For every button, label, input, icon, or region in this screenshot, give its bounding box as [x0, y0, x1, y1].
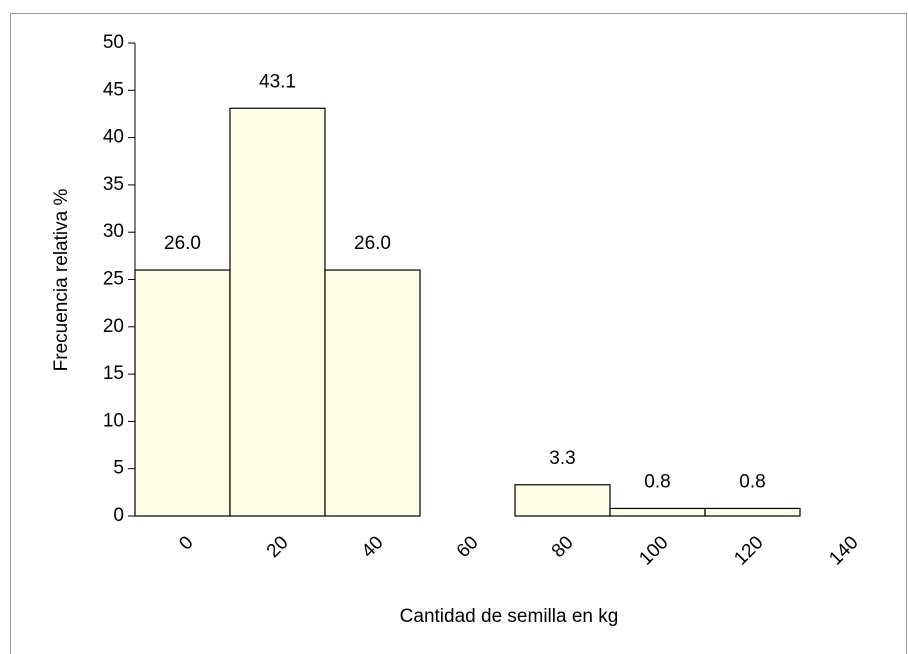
bar	[704, 507, 801, 517]
y-tick-label: 30	[103, 221, 124, 242]
y-axis-title: Frecuencia relativa %	[51, 189, 72, 372]
y-tick-label: 0	[113, 505, 124, 526]
data-label: 3.3	[549, 448, 575, 469]
data-label: 0.8	[739, 471, 765, 492]
x-tick-label: 100	[635, 532, 672, 569]
y-tick-label: 45	[103, 79, 124, 100]
bar	[609, 507, 706, 517]
bar	[134, 269, 231, 517]
chart-frame	[10, 13, 907, 654]
x-tick-label: 40	[358, 532, 388, 562]
y-tick-label: 50	[103, 32, 124, 53]
data-label: 26.0	[164, 233, 201, 254]
x-axis-title: Cantidad de semilla en kg	[400, 606, 619, 627]
y-tick-label: 25	[103, 269, 124, 290]
data-label: 0.8	[644, 471, 670, 492]
bar	[229, 107, 326, 517]
x-tick-label: 60	[453, 532, 483, 562]
x-tick-label: 20	[263, 532, 293, 562]
x-tick-label: 80	[548, 532, 578, 562]
x-tick-label: 140	[825, 532, 862, 569]
x-tick-label: 0	[175, 532, 197, 554]
data-label: 43.1	[259, 71, 296, 92]
bar	[324, 269, 421, 517]
data-label: 26.0	[354, 233, 391, 254]
bar	[514, 484, 611, 517]
x-tick-label: 120	[730, 532, 767, 569]
y-tick-label: 35	[103, 174, 124, 195]
y-tick-label: 5	[113, 458, 124, 479]
y-tick-label: 10	[103, 410, 124, 431]
y-tick-label: 20	[103, 316, 124, 337]
y-tick-label: 15	[103, 363, 124, 384]
y-tick-label: 40	[103, 127, 124, 148]
